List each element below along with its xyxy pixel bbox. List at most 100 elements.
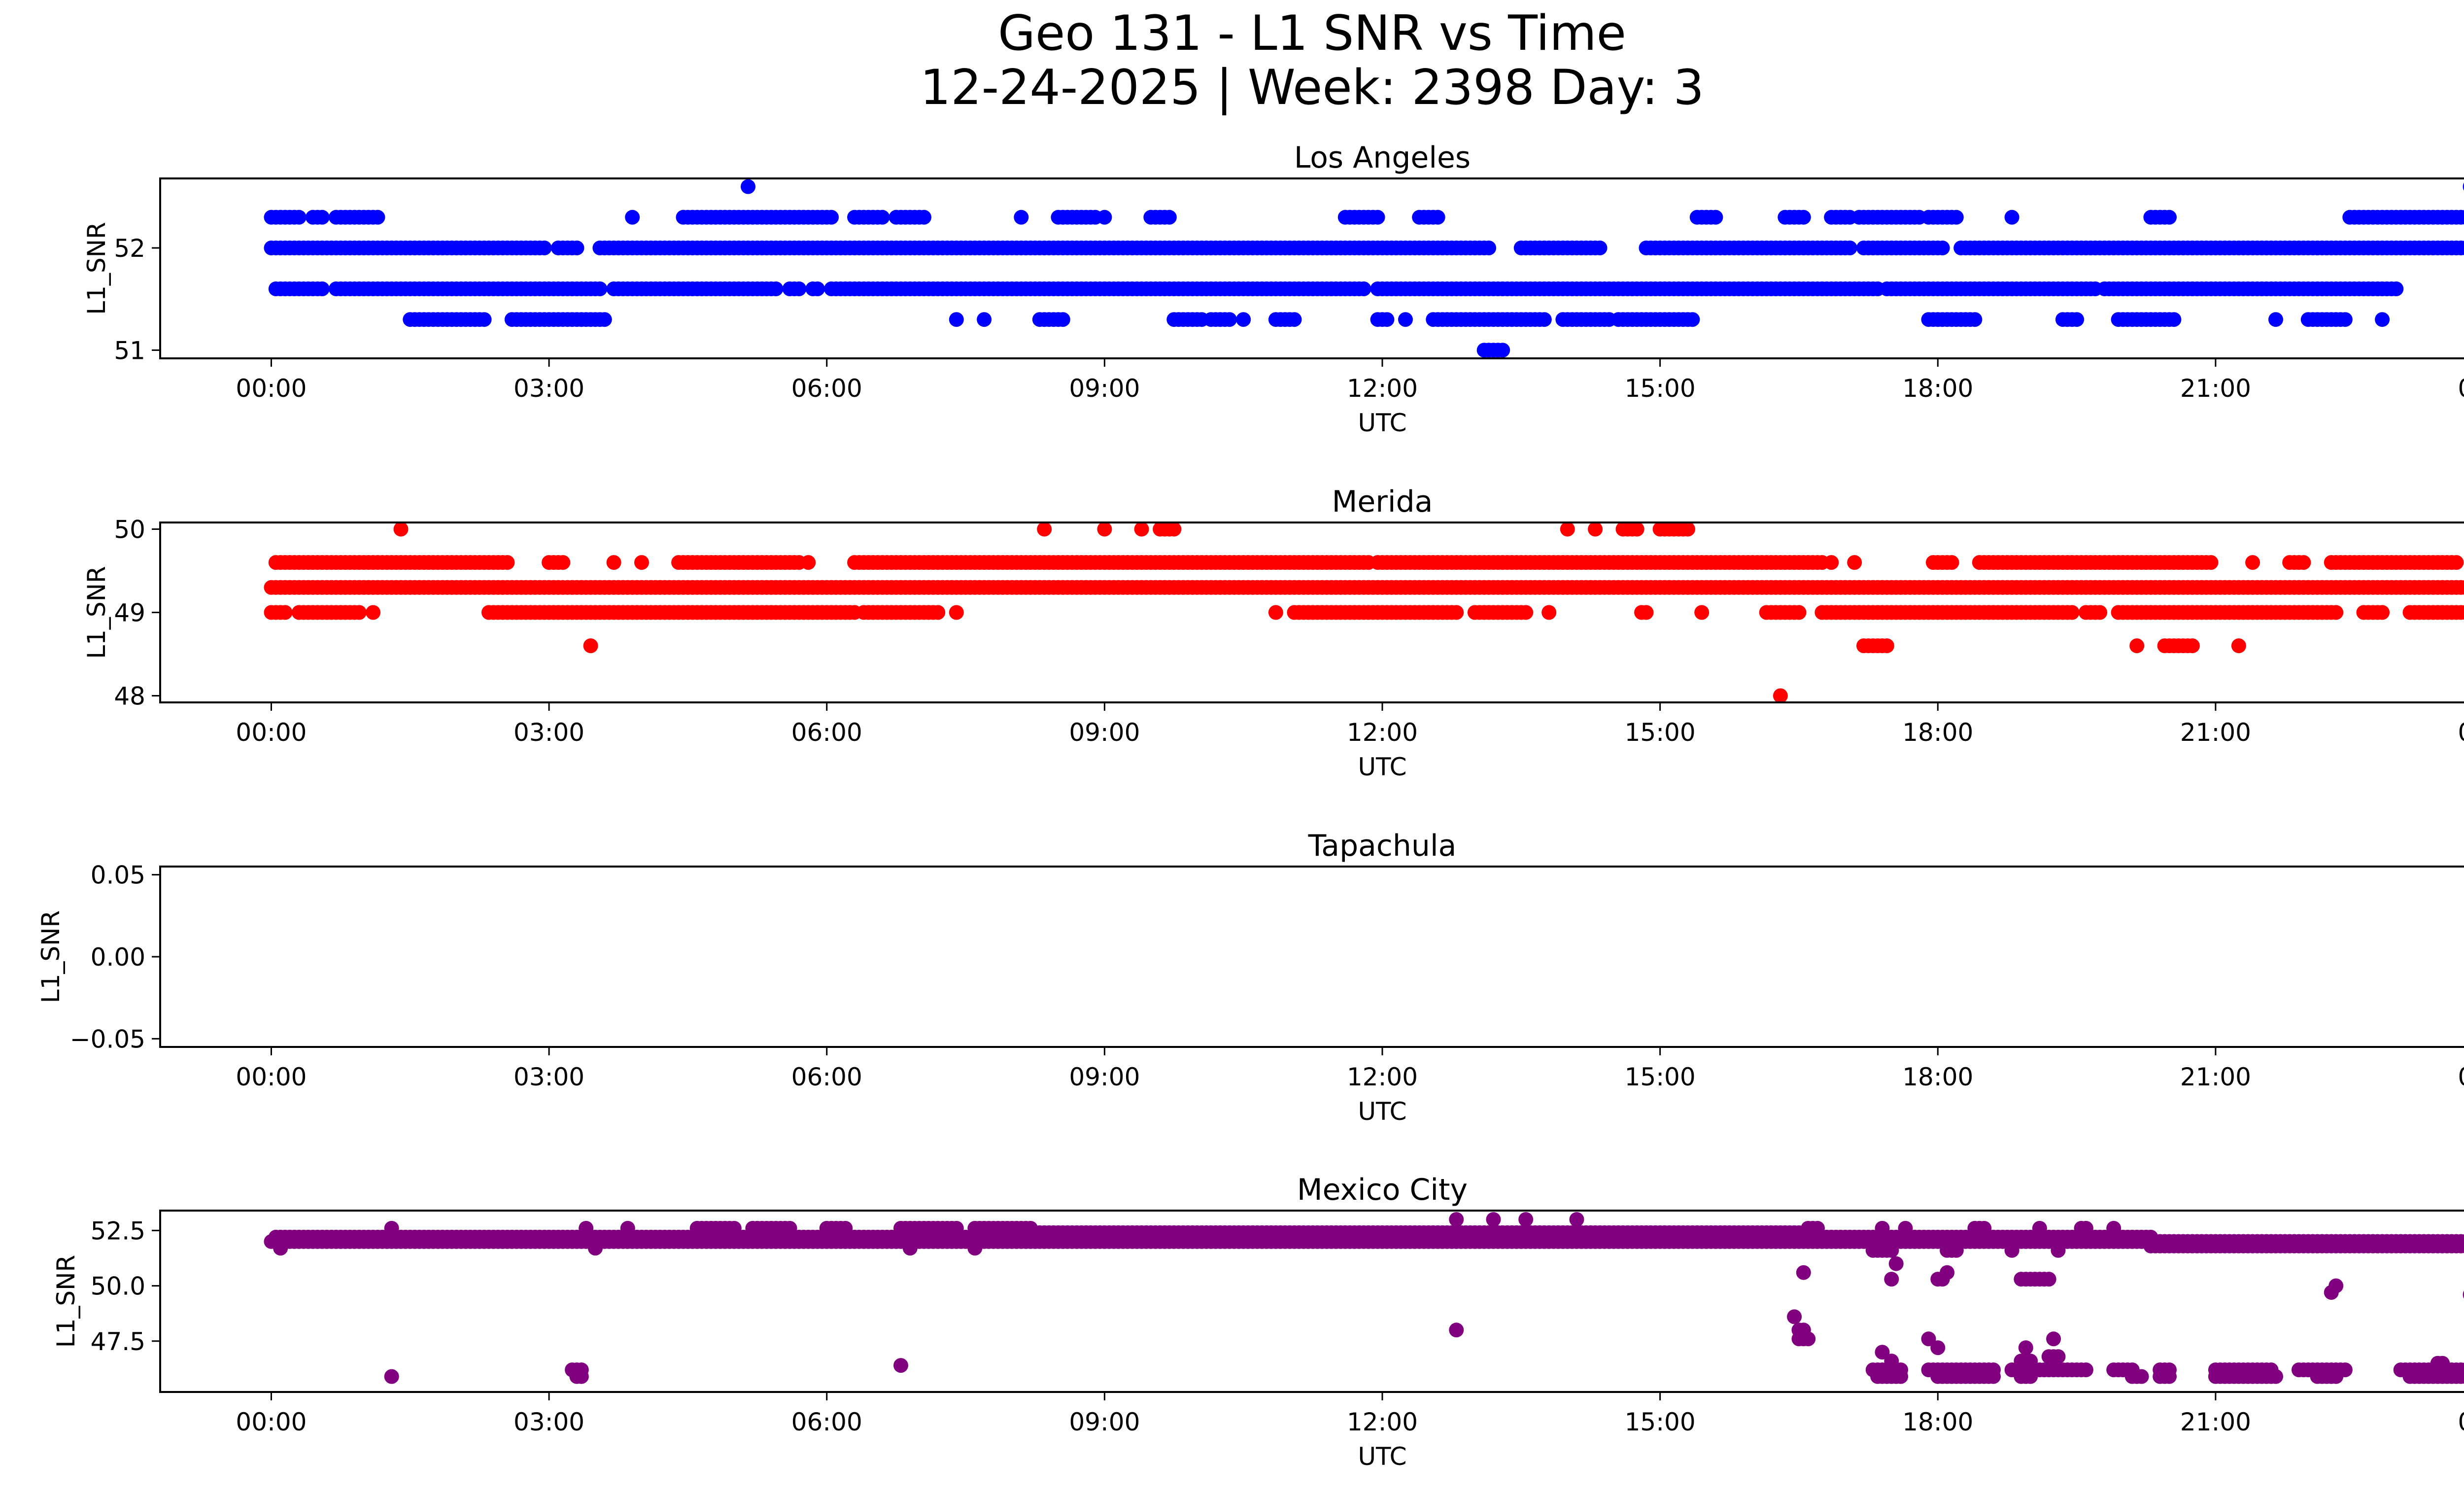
data-point — [2018, 1340, 2033, 1356]
data-point — [1639, 605, 1654, 620]
data-point — [1888, 1256, 1904, 1271]
data-point — [1518, 605, 1534, 620]
x-tick-label: 06:00 — [791, 718, 862, 747]
data-point — [1166, 522, 1182, 537]
data-point — [2004, 1243, 2019, 1258]
data-point — [1773, 688, 1788, 702]
data-point — [949, 1220, 964, 1236]
data-point — [2106, 1220, 2122, 1236]
x-tick-label: 06:00 — [791, 1408, 862, 1436]
data-point — [1680, 522, 1695, 537]
x-tick-label: 15:00 — [1625, 718, 1696, 747]
data-point — [1569, 1212, 1584, 1227]
y-tick-label: 0.05 — [91, 861, 145, 890]
x-tick-label: 06:00 — [791, 374, 862, 403]
data-point — [2449, 555, 2464, 570]
data-point — [824, 209, 839, 225]
data-point — [917, 209, 931, 225]
data-point — [2463, 213, 2464, 221]
data-point — [592, 281, 608, 296]
subplot-tapachula: Tapachula 00:00 03:00 06:00 09:00 12:00 15:00 1… — [36, 829, 2464, 1126]
data-point — [500, 555, 515, 570]
data-point — [1940, 1265, 1955, 1280]
data-point — [2162, 1369, 2177, 1384]
x-tick-label: 00:00 — [2458, 1063, 2464, 1091]
data-point — [477, 312, 492, 327]
y-tick-label: 52.5 — [91, 1217, 145, 1245]
data-point — [574, 1369, 589, 1384]
data-point — [1893, 1369, 1909, 1384]
y-tick-label: 49 — [114, 599, 145, 627]
data-point — [620, 1220, 635, 1236]
x-tick-label: 03:00 — [513, 1408, 584, 1436]
data-point — [893, 1358, 908, 1373]
x-tick-label: 12:00 — [1347, 374, 1418, 403]
data-point — [1541, 605, 1557, 620]
x-tick-label: 18:00 — [1902, 718, 1973, 747]
data-point — [384, 1369, 399, 1384]
x-tick-label: 00:00 — [236, 1063, 307, 1091]
data-point — [1379, 312, 1395, 327]
data-point — [1796, 209, 1811, 225]
data-point — [2023, 1369, 2038, 1384]
data-point — [1495, 343, 1510, 358]
data-point — [1944, 555, 1959, 570]
data-point — [1694, 605, 1710, 620]
data-point — [1898, 1220, 1913, 1236]
data-point — [1097, 522, 1112, 537]
data-point — [768, 281, 784, 296]
data-point — [2463, 1237, 2464, 1246]
x-tick-label: 09:00 — [1069, 1408, 1140, 1436]
data-point — [1791, 605, 1807, 620]
data-point — [2078, 1220, 2093, 1236]
data-point — [2458, 605, 2464, 620]
data-point — [1222, 312, 1237, 327]
data-point — [1949, 1243, 1964, 1258]
data-point — [2046, 1331, 2061, 1347]
data-point — [1023, 1220, 1038, 1236]
data-point — [1055, 312, 1070, 327]
data-point — [2328, 1278, 2344, 1293]
data-point — [393, 522, 409, 537]
data-point — [1560, 522, 1575, 537]
data-point — [2463, 583, 2464, 591]
data-point — [1884, 1243, 1899, 1258]
data-point — [1481, 241, 1497, 255]
figure-title: Geo 131 - L1 SNR vs Time 12-24-2025 | We… — [0, 5, 2464, 115]
y-axis-label: L1_SNR — [36, 910, 65, 1004]
subplot-merida: Merida 00:00 03:00 06:00 09:00 12:00 15:00 18:0… — [82, 485, 2464, 781]
data-point — [366, 605, 381, 620]
data-point — [977, 312, 992, 327]
data-point — [1588, 522, 1603, 537]
data-point — [810, 281, 825, 296]
data-point — [2458, 1369, 2464, 1384]
x-tick-label: 21:00 — [2180, 718, 2251, 747]
data-point — [1449, 1212, 1464, 1227]
data-point — [1967, 312, 1983, 327]
data-point — [1097, 209, 1112, 225]
data-point — [2064, 605, 2080, 620]
data-point — [1810, 1220, 1825, 1236]
x-tick-label: 06:00 — [791, 1063, 862, 1091]
data-point — [2389, 281, 2404, 296]
scatter-series — [264, 179, 2464, 358]
data-point — [2328, 605, 2344, 620]
data-point — [2328, 1369, 2344, 1384]
y-tick-label: 48 — [114, 682, 145, 710]
data-point — [2375, 605, 2390, 620]
x-tick-label: 21:00 — [2180, 1408, 2251, 1436]
data-point — [2129, 638, 2145, 654]
x-tick-label: 00:00 — [236, 718, 307, 747]
data-point — [277, 605, 293, 620]
data-point — [2458, 210, 2464, 225]
data-point — [902, 1241, 918, 1256]
x-tick-label: 03:00 — [513, 1063, 584, 1091]
y-tick-label: 50 — [114, 516, 145, 544]
title-line-1: Geo 131 - L1 SNR vs Time — [998, 5, 1626, 62]
data-point — [537, 241, 552, 255]
data-point — [741, 179, 755, 194]
data-point — [569, 241, 584, 255]
data-point — [2296, 555, 2311, 570]
x-tick-label: 18:00 — [1902, 1063, 1973, 1091]
